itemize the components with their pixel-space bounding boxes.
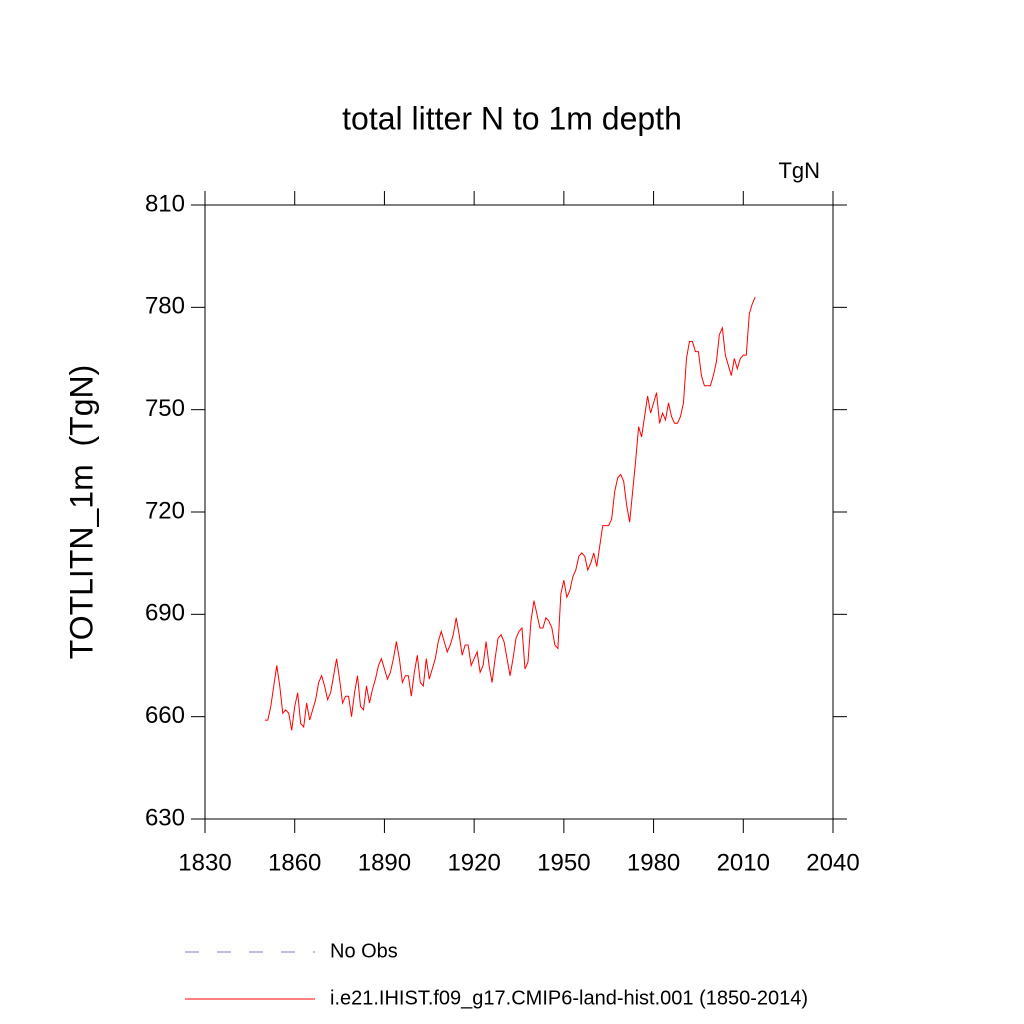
y-tick-label: 810 xyxy=(145,190,185,217)
y-tick-label: 660 xyxy=(145,702,185,729)
x-tick-label: 1890 xyxy=(358,849,411,876)
y-tick-label: 630 xyxy=(145,804,185,831)
units-label: TgN xyxy=(778,158,820,183)
x-tick-label: 2010 xyxy=(717,849,770,876)
y-tick-label: 780 xyxy=(145,293,185,320)
plot-frame xyxy=(204,204,834,820)
legend-label: No Obs xyxy=(330,940,398,962)
x-tick-label: 1830 xyxy=(178,849,231,876)
x-tick-label: 2040 xyxy=(806,849,859,876)
x-tick-label: 1950 xyxy=(537,849,590,876)
legend-label: i.e21.IHIST.f09_g17.CMIP6-land-hist.001 … xyxy=(330,987,808,1009)
y-tick-label: 720 xyxy=(145,497,185,524)
y-tick-label: 690 xyxy=(145,600,185,627)
x-tick-label: 1920 xyxy=(447,849,500,876)
y-axis-label: TOTLITN_1m (TgN) xyxy=(63,365,99,660)
y-tick-label: 750 xyxy=(145,395,185,422)
x-tick-label: 1980 xyxy=(627,849,680,876)
data-line xyxy=(264,296,756,731)
x-tick-label: 1860 xyxy=(268,849,321,876)
chart-title: total litter N to 1m depth xyxy=(342,100,682,136)
